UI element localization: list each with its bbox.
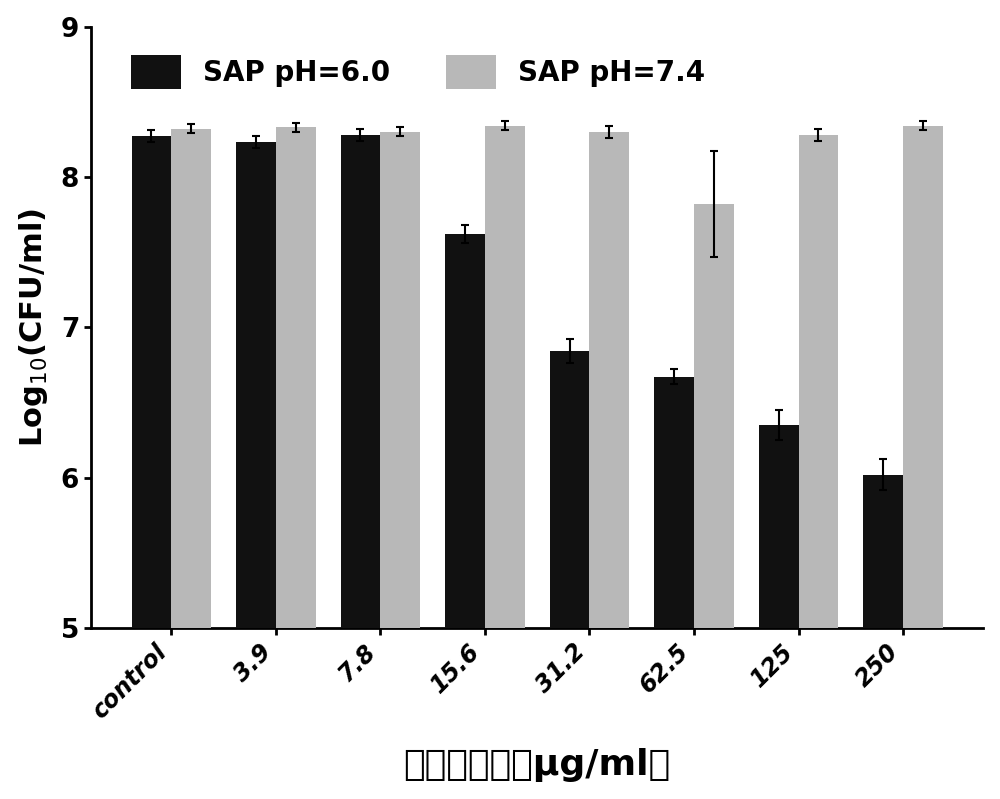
Bar [759, 425, 799, 799]
Bar [132, 137, 171, 799]
Y-axis label: Log$_{10}$(CFU/ml): Log$_{10}$(CFU/ml) [17, 208, 50, 447]
Bar [236, 142, 276, 799]
Bar [485, 126, 525, 799]
Bar [445, 234, 485, 799]
Bar [276, 127, 316, 799]
Bar [863, 475, 903, 799]
Bar [171, 129, 211, 799]
Legend: SAP pH=6.0, SAP pH=7.4: SAP pH=6.0, SAP pH=7.4 [123, 46, 714, 97]
Bar [341, 135, 380, 799]
Bar [694, 204, 734, 799]
X-axis label: 抗菌肽浓度（μg/ml）: 抗菌肽浓度（μg/ml） [404, 749, 671, 782]
Bar [589, 132, 629, 799]
Bar [654, 377, 694, 799]
Bar [380, 132, 420, 799]
Bar [550, 352, 589, 799]
Bar [799, 135, 838, 799]
Bar [903, 126, 943, 799]
